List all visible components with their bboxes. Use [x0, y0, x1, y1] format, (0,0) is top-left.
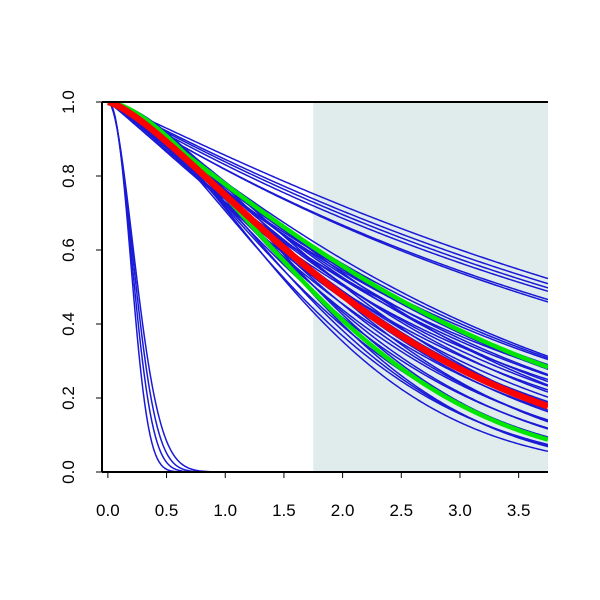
y-tick-label: 0.4 [59, 312, 78, 336]
series-line-blue-3 [107, 102, 548, 472]
series-layer [106, 102, 548, 472]
series-line-blue-32 [107, 102, 548, 448]
series-line-blue-2 [107, 102, 548, 472]
x-tick-label: 1.5 [272, 501, 296, 520]
y-tick-label: 0.6 [59, 238, 78, 262]
series-line-green-2 [107, 102, 548, 442]
series-line-blue-4 [107, 102, 548, 472]
series-line-blue-4 [107, 102, 548, 280]
x-tick-label: 2.0 [331, 501, 355, 520]
y-tick-label: 0.0 [59, 460, 78, 484]
x-tick-label: 3.5 [507, 501, 531, 520]
x-tick-label: 3.0 [448, 501, 472, 520]
series-line-blue-2 [107, 102, 548, 289]
x-tick-label: 2.5 [389, 501, 413, 520]
series-line-red-1 [106, 102, 548, 410]
x-tick-label: 0.5 [155, 501, 179, 520]
x-tick-label: 0.0 [96, 501, 120, 520]
axes-layer: 0.0 0.5 1.0 1.5 2.0 2.5 3.0 3.5 0.0 0.2 0.4 0.6 0.8 1… [59, 90, 548, 520]
y-tick-label: 1.0 [59, 90, 78, 114]
x-tick-label: 1.0 [213, 501, 237, 520]
y-tick-label: 0.8 [59, 164, 78, 188]
series-line-blue-1 [107, 102, 548, 292]
series-line-blue-3 [107, 102, 548, 285]
y-tick-label: 0.2 [59, 386, 78, 410]
